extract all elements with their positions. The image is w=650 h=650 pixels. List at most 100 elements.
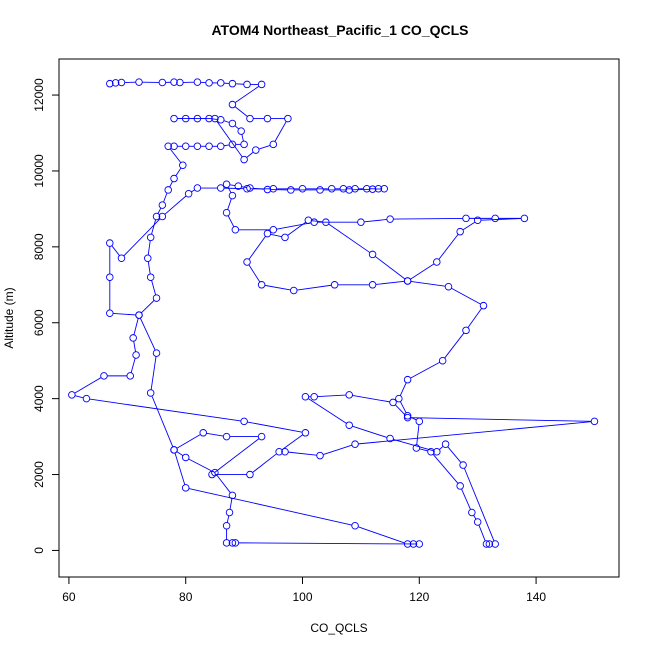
series-segment <box>223 120 230 123</box>
x-tick-label: 120 <box>409 590 429 604</box>
x-tick-label: 140 <box>526 590 546 604</box>
data-point <box>126 372 134 380</box>
series-segment <box>234 106 248 117</box>
data-point <box>228 119 237 128</box>
data-point <box>351 185 359 193</box>
y-axis: 0 2000 4000 6000 8000 10000 12000 <box>32 78 60 554</box>
data-point <box>482 540 491 548</box>
y-tick-label: 4000 <box>32 385 46 412</box>
series-segment <box>287 221 306 236</box>
data-point <box>106 79 114 88</box>
series-points <box>68 78 599 548</box>
data-point <box>170 446 178 454</box>
data-point <box>181 453 190 462</box>
data-point <box>158 78 167 87</box>
series-segment <box>147 240 151 256</box>
data-point <box>257 432 266 441</box>
data-point <box>368 250 377 259</box>
data-point <box>287 186 295 194</box>
x-tick-label: 100 <box>292 590 312 604</box>
series-segment <box>451 287 481 305</box>
series-segment <box>438 234 459 260</box>
series-segment <box>264 284 291 291</box>
data-point <box>246 114 254 123</box>
series-segment <box>89 398 241 422</box>
series-segment <box>123 218 161 257</box>
series-segment <box>151 219 157 235</box>
series-segment <box>253 187 265 190</box>
series-segment <box>133 318 139 335</box>
data-point <box>222 208 231 217</box>
series-segment <box>241 134 244 142</box>
series-segment <box>252 453 277 473</box>
series-segment <box>141 300 155 314</box>
data-point <box>403 375 412 384</box>
data-point <box>181 114 190 123</box>
data-point <box>217 142 225 151</box>
data-point <box>316 186 324 194</box>
data-point <box>152 212 161 221</box>
data-point <box>68 391 76 399</box>
data-point <box>415 540 424 548</box>
series-segment <box>147 261 151 275</box>
data-point <box>412 444 421 452</box>
series-segment <box>247 421 303 433</box>
data-point <box>252 146 260 154</box>
series-segment <box>133 341 136 352</box>
data-point <box>106 239 114 247</box>
series-segment <box>229 498 233 510</box>
data-point <box>158 201 167 209</box>
series-segment <box>394 404 406 416</box>
series-segment <box>364 219 387 223</box>
data-point <box>205 142 213 151</box>
data-point <box>146 389 155 397</box>
series-segment <box>352 188 370 191</box>
data-point <box>269 185 278 193</box>
data-point <box>228 491 237 500</box>
data-point <box>403 413 412 422</box>
data-point <box>240 417 248 426</box>
series-segment <box>274 121 287 142</box>
series-segment <box>163 192 168 203</box>
data-point <box>281 448 289 456</box>
data-point <box>298 185 307 193</box>
data-point <box>106 273 114 281</box>
data-point <box>117 254 126 262</box>
series-segment <box>416 424 420 445</box>
data-point <box>345 421 353 429</box>
series-segment <box>248 235 266 260</box>
series-segment <box>111 245 120 256</box>
data-point <box>339 185 348 193</box>
series-segment <box>206 432 224 437</box>
data-point <box>403 540 412 548</box>
data-point <box>456 482 464 490</box>
data-point <box>170 114 178 123</box>
series-segment <box>432 453 459 484</box>
series-segment <box>74 395 84 399</box>
data-point <box>152 349 161 357</box>
data-point <box>240 140 248 149</box>
data-point <box>193 114 202 123</box>
data-point <box>184 189 193 198</box>
data-point <box>222 539 231 547</box>
y-tick-label: 6000 <box>32 309 46 336</box>
series-segment <box>462 221 476 231</box>
data-point <box>135 311 143 319</box>
data-point <box>129 334 137 342</box>
data-point <box>158 212 167 221</box>
data-point <box>222 522 231 530</box>
data-point <box>234 182 243 190</box>
data-point <box>389 398 397 407</box>
series-segment <box>74 377 102 394</box>
data-point <box>362 185 371 193</box>
data-point <box>316 451 324 460</box>
y-tick-label: 8000 <box>32 233 46 260</box>
data-point <box>170 142 178 151</box>
data-point <box>310 392 318 401</box>
data-point <box>231 539 240 547</box>
series-segment <box>399 401 407 413</box>
y-tick-label: 0 <box>32 547 46 554</box>
series-segment <box>410 417 592 422</box>
data-point <box>301 392 310 401</box>
